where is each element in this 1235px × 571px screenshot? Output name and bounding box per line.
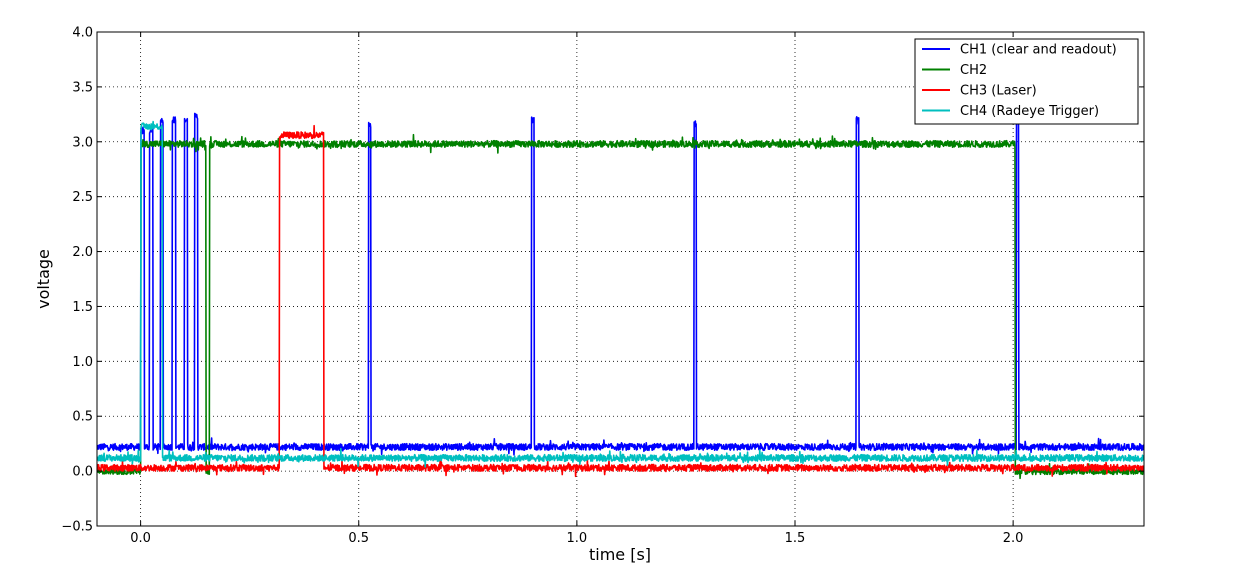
series-line-ch2 [97, 133, 1144, 480]
x-tick-label: 1.0 [567, 531, 588, 546]
series-layer [97, 112, 1144, 480]
legend-entry: CH2 [960, 63, 987, 78]
x-tick-label: 0.0 [130, 531, 151, 546]
series-line-ch1 [97, 112, 1144, 456]
y-tick-label: 2.5 [72, 190, 93, 205]
y-tick-label: 3.5 [72, 80, 93, 95]
y-tick-label: 3.0 [72, 135, 93, 150]
series-line-ch3 [97, 124, 1144, 478]
y-tick-label: −0.5 [61, 520, 93, 535]
plot-frame [96, 31, 1145, 527]
legend-box [914, 38, 1139, 125]
x-tick-label: 1.5 [785, 531, 806, 546]
y-tick-label: 0.5 [72, 410, 93, 425]
series-line-ch4 [97, 120, 1144, 468]
y-tick-label: 4.0 [72, 26, 93, 41]
y-tick-label: 1.5 [72, 300, 93, 315]
x-axis-label: time [s] [589, 545, 651, 564]
y-axis-label: voltage [34, 249, 53, 309]
y-tick-label: 1.0 [72, 355, 93, 370]
ticks: 0.0 0.5 1.0 1.5 2.0 −0.5 0.0 0.5 1.0 1.5 2.0 2.5 3.0… [61, 26, 1144, 546]
legend-entry: CH3 (Laser) [960, 84, 1037, 99]
legend-entry: CH1 (clear and readout) [960, 43, 1117, 58]
y-tick-label: 2.0 [72, 245, 93, 260]
y-tick-label: 0.0 [72, 465, 93, 480]
x-tick-label: 2.0 [1003, 531, 1024, 546]
x-tick-label: 0.5 [348, 531, 369, 546]
legend: CH1 (clear and readout) CH2 CH3 (Laser) CH4… [914, 38, 1139, 125]
legend-entry: CH4 (Radeye Trigger) [960, 104, 1099, 119]
